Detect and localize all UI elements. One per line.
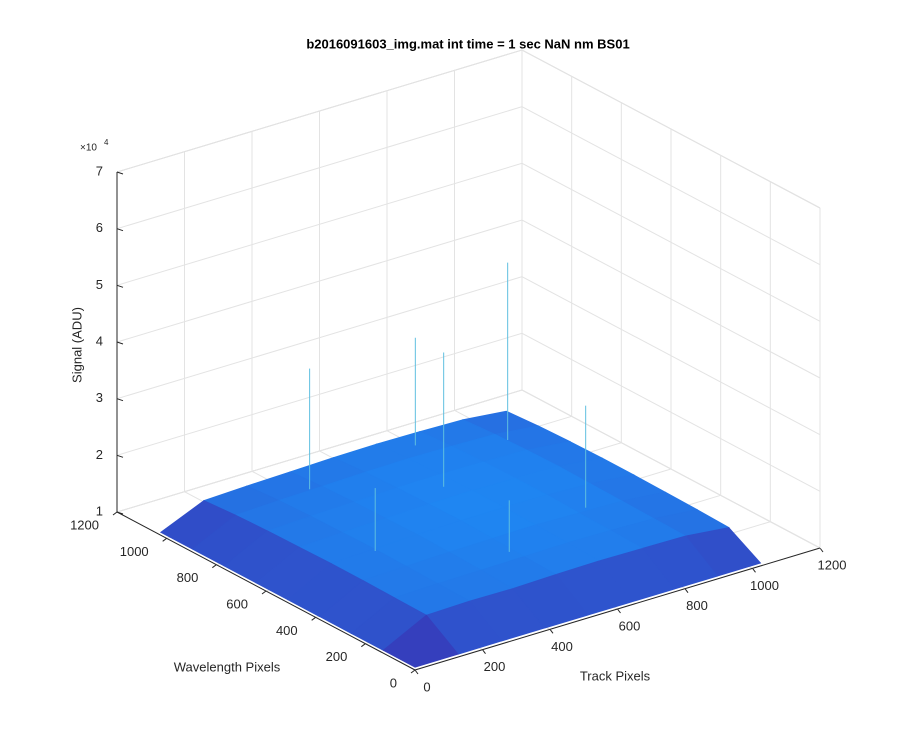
x-axis-label: Track Pixels xyxy=(580,668,651,683)
x-tick-label: 1000 xyxy=(750,578,779,593)
y-tick-label: 400 xyxy=(276,623,298,638)
z-tick-label: 5 xyxy=(96,277,103,292)
x-axis xyxy=(414,547,821,671)
surface-patch xyxy=(382,614,459,668)
y-axis-label: Wavelength Pixels xyxy=(174,659,281,674)
grid-line xyxy=(116,49,821,209)
z-tick xyxy=(116,454,124,458)
z-tick xyxy=(116,228,124,232)
x-tick xyxy=(414,669,419,675)
y-tick xyxy=(212,564,217,569)
grid-line xyxy=(116,276,821,436)
z-tick xyxy=(116,284,124,288)
z-tick-label: 3 xyxy=(96,390,103,405)
z-tick xyxy=(116,398,124,402)
chart-title: b2016091603_img.mat int time = 1 sec NaN… xyxy=(306,36,629,51)
y-tick-label: 200 xyxy=(326,649,348,664)
grid-line xyxy=(116,389,821,549)
grid-line xyxy=(116,219,821,379)
y-tick-label: 800 xyxy=(177,570,199,585)
grid-line xyxy=(116,162,821,322)
z-tick-label: 4 xyxy=(96,333,103,348)
grid-line xyxy=(116,106,821,266)
z-axis-label: Signal (ADU) xyxy=(69,307,84,383)
y-tick xyxy=(361,643,366,648)
box-edge xyxy=(116,49,821,209)
z-multiplier-exponent: 4 xyxy=(104,138,109,147)
z-tick-label: 6 xyxy=(96,220,103,235)
y-tick xyxy=(261,590,267,595)
x-tick xyxy=(819,547,824,553)
x-tick xyxy=(482,649,486,654)
grid-line xyxy=(116,332,821,492)
y-tick xyxy=(311,616,316,621)
x-tick-label: 600 xyxy=(619,618,641,633)
y-tick-label: 0 xyxy=(390,675,397,690)
x-tick xyxy=(617,608,621,614)
x-tick-label: 400 xyxy=(551,639,573,654)
x-tick-label: 200 xyxy=(484,659,506,674)
y-tick xyxy=(112,511,118,516)
y-tick-label: 1000 xyxy=(120,544,149,559)
x-tick xyxy=(684,588,689,593)
x-tick xyxy=(549,629,554,634)
y-axis xyxy=(116,511,416,671)
z-multiplier: ×10 xyxy=(80,143,97,154)
x-tick-label: 800 xyxy=(686,598,708,613)
z-tick-label: 1 xyxy=(96,503,103,518)
y-tick-label: 600 xyxy=(226,596,248,611)
y-tick xyxy=(162,537,167,542)
x-tick-label: 0 xyxy=(423,679,430,694)
z-tick-label: 7 xyxy=(96,163,103,178)
z-tick xyxy=(116,171,124,175)
z-tick-label: 2 xyxy=(96,447,103,462)
z-tick xyxy=(116,341,124,345)
x-tick xyxy=(752,568,756,573)
y-tick xyxy=(410,669,416,674)
y-tick-label: 1200 xyxy=(70,517,99,532)
x-tick-label: 1200 xyxy=(818,557,847,572)
